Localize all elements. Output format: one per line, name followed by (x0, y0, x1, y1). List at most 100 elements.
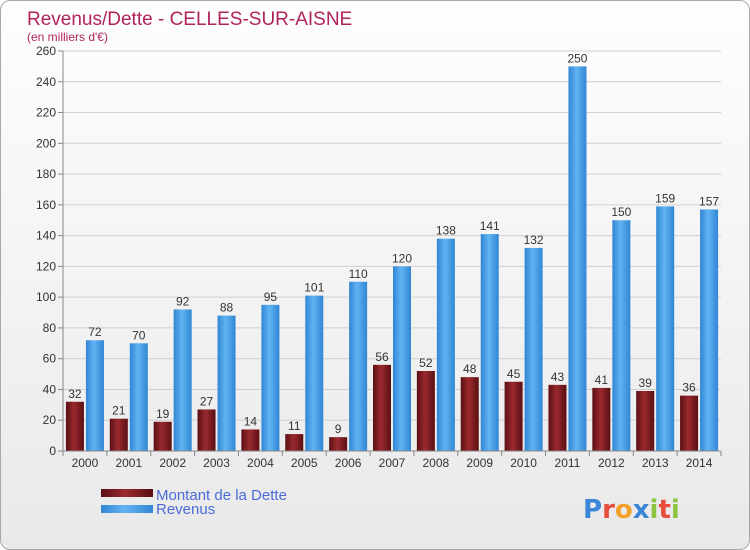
data-label: 95 (264, 290, 278, 304)
x-tick-label: 2001 (115, 456, 142, 470)
y-tick-label: 20 (43, 413, 57, 427)
x-tick-label: 2002 (159, 456, 186, 470)
data-label: 110 (349, 267, 368, 281)
bar-debt (460, 377, 479, 451)
bar-revenus (349, 281, 368, 451)
y-tick-label: 0 (49, 444, 56, 458)
y-tick-label: 120 (36, 259, 56, 273)
data-label: 11 (288, 419, 301, 433)
y-tick-label: 60 (43, 352, 57, 366)
y-tick-label: 260 (36, 44, 56, 58)
bar-revenus (261, 304, 280, 451)
data-label: 92 (176, 294, 190, 308)
x-tick-label: 2005 (291, 456, 318, 470)
legend-label-debt: Montant de la Dette (156, 487, 287, 504)
data-label: 41 (595, 373, 609, 387)
logo-letter: o (615, 495, 633, 525)
logo-letter: x (633, 495, 650, 525)
bar-revenus (85, 340, 104, 451)
x-tick-label: 2014 (686, 456, 713, 470)
data-label: 250 (567, 51, 587, 65)
data-label: 141 (480, 219, 500, 233)
x-tick-label: 2008 (423, 456, 450, 470)
bar-debt (680, 395, 699, 451)
x-tick-label: 2007 (379, 456, 406, 470)
bar-revenus (568, 66, 587, 451)
y-tick-label: 160 (36, 198, 56, 212)
bar-debt (109, 418, 128, 451)
bar-debt (504, 381, 523, 451)
legend-swatch-revenus (101, 505, 153, 513)
bar-revenus (524, 247, 543, 451)
bar-revenus (393, 266, 411, 451)
bars: 32 72 21 70 19 92 27 88 14 95 11 101 9 110 56 120 52 138 4… (65, 51, 719, 451)
x-tick-label: 2011 (555, 456, 581, 470)
y-tick-label: 80 (43, 321, 57, 335)
data-label: 132 (524, 233, 544, 247)
data-label: 36 (682, 381, 696, 395)
logo-letter: i (671, 495, 680, 525)
bar-debt (329, 437, 348, 451)
grid (63, 50, 721, 452)
bar-revenus (305, 295, 324, 451)
data-label: 88 (220, 301, 234, 315)
data-label: 157 (699, 194, 719, 208)
y-tick-label: 180 (36, 167, 56, 181)
bar-debt (197, 409, 216, 451)
data-label: 72 (88, 325, 102, 339)
y-tick-label: 40 (43, 382, 57, 396)
bar-debt (416, 371, 435, 451)
bar-revenus (217, 315, 236, 451)
bar-revenus (480, 234, 499, 451)
x-tick-label: 2004 (247, 456, 274, 470)
data-label: 138 (436, 224, 456, 238)
chart-title: Revenus/Dette - CELLES-SUR-AISNE (27, 9, 352, 30)
legend-swatch-debt (101, 489, 153, 497)
legend: Montant de la Dette Revenus (101, 487, 287, 518)
bar-revenus (129, 343, 148, 451)
bar-revenus (612, 220, 631, 451)
x-tick-label: 2010 (510, 456, 537, 470)
data-label: 21 (112, 404, 126, 418)
data-label: 9 (335, 422, 342, 436)
y-tick-label: 140 (36, 229, 56, 243)
legend-label-revenus: Revenus (156, 501, 215, 518)
bar-revenus (656, 206, 675, 451)
bar-debt (65, 401, 84, 451)
bar-revenus (700, 209, 719, 451)
data-label: 45 (507, 367, 521, 381)
data-label: 101 (304, 281, 324, 295)
bar-debt (592, 387, 611, 451)
logo-letter: P (583, 495, 602, 525)
chart-subtitle: (en milliers d'€) (27, 30, 108, 44)
x-tick-label: 2003 (203, 456, 230, 470)
bar-debt (548, 384, 567, 451)
data-label: 27 (200, 394, 214, 408)
bar-revenus (173, 309, 192, 451)
x-tick-label: 2006 (335, 456, 362, 470)
data-label: 39 (639, 376, 653, 390)
data-label: 19 (156, 407, 170, 421)
logo-letter: t (658, 495, 670, 525)
bar-debt (241, 429, 260, 451)
data-label: 43 (551, 370, 565, 384)
x-tick-label: 2009 (466, 456, 493, 470)
bar-debt (153, 421, 172, 451)
logo-letter: i (650, 495, 659, 525)
data-label: 32 (68, 387, 82, 401)
data-label: 150 (611, 205, 631, 219)
y-tick-label: 200 (36, 136, 56, 150)
data-label: 48 (463, 362, 477, 376)
data-label: 70 (132, 328, 146, 342)
x-tick-label: 2012 (598, 456, 625, 470)
bar-debt (636, 391, 655, 451)
proxiti-logo: Proxiti (583, 495, 680, 525)
data-label: 159 (655, 191, 675, 205)
x-tick-label: 2000 (72, 456, 99, 470)
axes: 0 20 40 60 80 100 120 140 160 180 200 220 240 260 2000… (36, 44, 722, 470)
y-tick-label: 100 (36, 290, 56, 304)
logo-letter: r (602, 495, 615, 525)
data-label: 14 (244, 414, 258, 428)
data-label: 56 (375, 350, 389, 364)
